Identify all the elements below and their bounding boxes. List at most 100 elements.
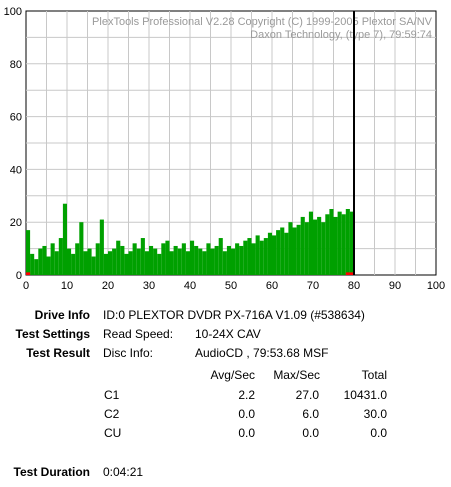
row-c1-avg: 2.2	[238, 388, 255, 402]
c1-bar	[177, 248, 182, 275]
read-speed-label: Read Speed:	[103, 327, 174, 341]
c1-bar	[54, 251, 59, 275]
test-result-label: Test Result	[26, 346, 90, 360]
y-tick-label: 0	[16, 270, 22, 282]
c1-bar	[267, 232, 272, 275]
x-tick-label: 20	[102, 280, 114, 292]
c2-bar	[345, 272, 350, 275]
c1-bar	[26, 230, 31, 275]
c1-bar	[144, 251, 149, 275]
c1-bar	[263, 238, 268, 275]
c1-bar	[108, 251, 113, 275]
x-tick-label: 70	[307, 280, 319, 292]
row-cu-total: 0.0	[370, 426, 387, 440]
row-c1-name: C1	[104, 388, 120, 402]
x-tick-label: 0	[23, 280, 29, 292]
c1-bar	[194, 245, 199, 275]
c1-bar	[210, 248, 215, 275]
c1-bar	[337, 211, 342, 275]
c1-bar	[288, 222, 293, 275]
c1-bar	[190, 240, 195, 275]
c1-bar	[317, 216, 322, 275]
c1-bar	[99, 219, 104, 275]
y-tick-label: 80	[10, 59, 22, 71]
c1-bar	[218, 238, 223, 275]
c1-bar	[153, 248, 158, 275]
c1-bar	[214, 245, 219, 275]
c1-bar	[235, 243, 240, 275]
c1-bar	[30, 253, 35, 275]
c1-bar	[333, 216, 338, 275]
c1-bar	[169, 251, 174, 275]
test-duration-label: Test Duration	[13, 465, 90, 479]
y-tick-label: 60	[10, 112, 22, 124]
disc-info-value: AudioCD , 79:53.68 MSF	[195, 346, 329, 360]
row-c2-max: 6.0	[302, 407, 319, 421]
c1-bar	[46, 256, 51, 275]
c1-bar	[75, 243, 80, 275]
c1-bar	[329, 209, 334, 275]
test-duration-value: 0:04:21	[103, 465, 144, 479]
row-cu-max: 0.0	[302, 426, 319, 440]
c1-bar	[222, 251, 227, 275]
c1-bar	[198, 248, 203, 275]
c1-bar	[206, 243, 211, 275]
c1-bar	[87, 248, 92, 275]
c1-c2-error-chart: PlexTools Professional V2.28 Copyright (…	[4, 6, 446, 292]
x-tick-label: 90	[389, 280, 401, 292]
c1-bar	[71, 253, 76, 275]
row-c2-total: 30.0	[363, 407, 387, 421]
x-tick-label: 60	[266, 280, 278, 292]
disc-info-label: Disc Info:	[103, 346, 154, 360]
c1-bar	[321, 222, 326, 275]
c1-bar	[202, 251, 207, 275]
c1-bar	[34, 259, 39, 275]
c1-bar	[58, 238, 63, 275]
c1-bar	[149, 245, 154, 275]
drive-info-value: ID:0 PLEXTOR DVDR PX-716A V1.09 (#538634…	[103, 308, 365, 322]
c1-bar	[284, 232, 289, 275]
c1-bar	[112, 248, 117, 275]
row-cu-avg: 0.0	[238, 426, 255, 440]
c1-bar	[304, 222, 309, 275]
c1-bar	[132, 243, 137, 275]
c1-bar	[42, 245, 47, 275]
x-tick-label: 100	[427, 280, 445, 292]
x-tick-label: 50	[225, 280, 237, 292]
test-settings-label: Test Settings	[15, 327, 90, 341]
c1-bar	[128, 251, 133, 275]
c2-series	[26, 272, 354, 275]
c1-bar	[161, 243, 166, 275]
c1-bar	[247, 238, 252, 275]
c1-bar	[243, 240, 248, 275]
x-tick-label: 10	[61, 280, 73, 292]
y-tick-label: 40	[10, 164, 22, 176]
x-tick-label: 80	[348, 280, 360, 292]
c1-bar	[276, 230, 281, 275]
c2-bar	[26, 272, 31, 275]
c1-bar	[95, 243, 100, 275]
c1-bar	[231, 248, 236, 275]
row-c2-avg: 0.0	[238, 407, 255, 421]
x-tick-label: 30	[143, 280, 155, 292]
c1-bar	[165, 240, 170, 275]
c1-series	[26, 203, 354, 275]
y-tick-label: 100	[4, 6, 22, 18]
watermark-line1: PlexTools Professional V2.28 Copyright (…	[92, 16, 433, 28]
c1-bar	[136, 248, 141, 275]
c1-bar	[325, 214, 330, 275]
c1-bar	[239, 245, 244, 275]
c1-bar	[120, 245, 125, 275]
c1-bar	[67, 248, 72, 275]
c1-bar	[181, 243, 186, 275]
c2-bar	[349, 272, 354, 275]
c1-bar	[296, 224, 301, 275]
c1-bar	[124, 253, 129, 275]
c1-bar	[157, 253, 162, 275]
c1-bar	[308, 211, 313, 275]
c1-bar	[140, 238, 145, 275]
c1-bar	[341, 214, 346, 275]
c1-bar	[259, 240, 264, 275]
c1-bar	[349, 211, 354, 275]
x-tick-label: 40	[184, 280, 196, 292]
